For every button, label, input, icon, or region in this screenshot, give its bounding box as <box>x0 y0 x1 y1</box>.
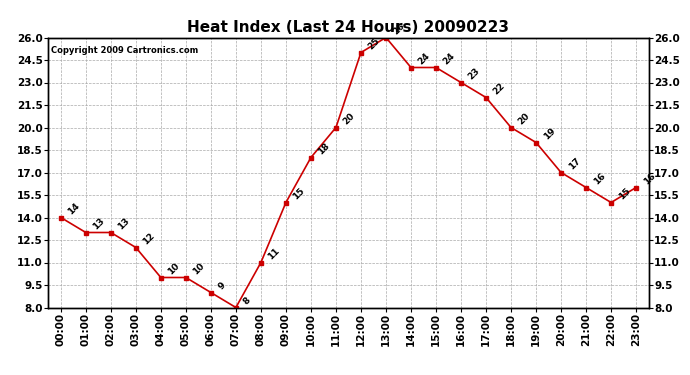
Text: 8: 8 <box>241 296 253 307</box>
Text: 19: 19 <box>542 126 557 142</box>
Text: 13: 13 <box>91 216 106 232</box>
Text: 25: 25 <box>366 36 382 52</box>
Text: 20: 20 <box>517 112 532 127</box>
Title: Heat Index (Last 24 Hours) 20090223: Heat Index (Last 24 Hours) 20090223 <box>188 20 509 35</box>
Text: 9: 9 <box>217 281 227 292</box>
Text: 20: 20 <box>342 112 357 127</box>
Text: 14: 14 <box>66 201 81 217</box>
Text: 10: 10 <box>191 262 206 277</box>
Text: 24: 24 <box>417 51 432 67</box>
Text: 11: 11 <box>266 246 282 262</box>
Text: 16: 16 <box>642 171 657 187</box>
Text: 15: 15 <box>617 186 632 202</box>
Text: 17: 17 <box>566 156 582 172</box>
Text: Copyright 2009 Cartronics.com: Copyright 2009 Cartronics.com <box>51 46 199 55</box>
Text: 16: 16 <box>591 171 607 187</box>
Text: 15: 15 <box>291 186 306 202</box>
Text: 12: 12 <box>141 231 157 247</box>
Text: 24: 24 <box>442 51 457 67</box>
Text: 10: 10 <box>166 262 181 277</box>
Text: 23: 23 <box>466 66 482 82</box>
Text: 18: 18 <box>317 141 332 157</box>
Text: 26: 26 <box>391 21 406 37</box>
Text: 13: 13 <box>117 216 132 232</box>
Text: 22: 22 <box>491 81 506 97</box>
